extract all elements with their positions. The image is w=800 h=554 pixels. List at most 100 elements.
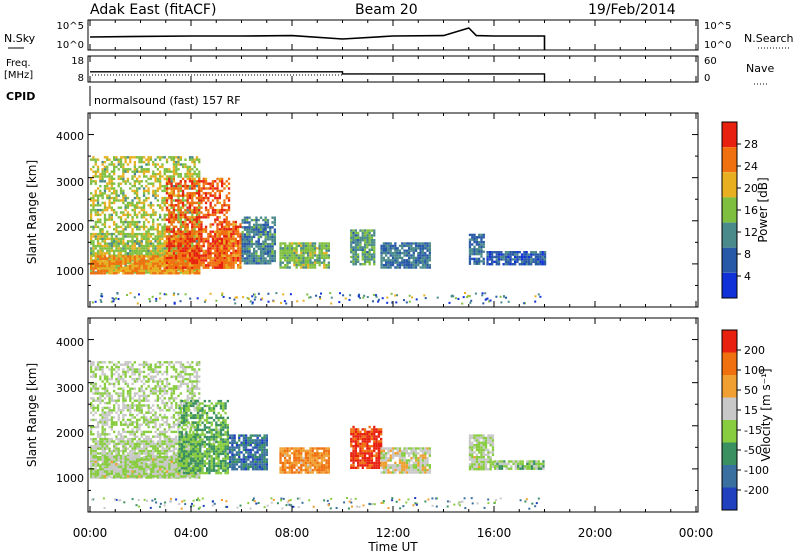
colorbar-tick-label: 16 — [744, 204, 758, 217]
heatmap-cell — [103, 201, 107, 205]
heatmap-cell — [179, 225, 182, 229]
heatmap-cell — [202, 261, 205, 265]
heatmap-cell — [161, 163, 164, 166]
heatmap-cell — [243, 238, 247, 241]
heatmap-cell — [248, 250, 251, 253]
heatmap-cell — [414, 261, 418, 264]
heatmap-cell — [90, 454, 93, 458]
heatmap-cell — [323, 244, 326, 248]
heatmap-cell — [188, 230, 192, 233]
heatmap-cell — [385, 263, 388, 267]
heatmap-cell — [325, 247, 328, 250]
heatmap-cell — [159, 184, 162, 188]
heatmap-cell — [106, 271, 109, 274]
heatmap-cell — [172, 206, 175, 209]
heatmap-cell — [539, 251, 542, 254]
heatmap-cell — [220, 259, 224, 262]
heatmap-cell — [223, 232, 226, 236]
heatmap-cell — [133, 223, 136, 226]
heatmap-cell — [181, 254, 185, 257]
heatmap-cell — [230, 261, 233, 264]
heatmap-cell — [126, 257, 130, 261]
heatmap-cell — [172, 232, 175, 236]
heatmap-cell — [161, 363, 164, 366]
heatmap-cell — [279, 266, 282, 269]
heatmap-cell — [227, 220, 231, 224]
heatmap-cell — [543, 258, 547, 261]
heatmap-cell — [140, 225, 143, 229]
heatmap-cell — [361, 255, 364, 259]
heatmap-cell — [161, 269, 164, 273]
heatmap-cell — [209, 201, 212, 205]
heatmap-cell — [354, 255, 357, 259]
heatmap-cell — [241, 235, 244, 239]
heatmap-cell — [156, 247, 159, 250]
heatmap-cell — [509, 251, 512, 254]
heatmap-cell — [352, 231, 355, 235]
heatmap-cell — [177, 264, 180, 267]
heatmap-cell — [237, 256, 240, 260]
heatmap-cell — [396, 259, 399, 262]
heatmap-cell — [133, 449, 136, 453]
heatmap-cell — [468, 245, 472, 249]
heatmap-cell — [159, 361, 162, 364]
heatmap-cell — [211, 182, 215, 185]
heatmap-cell — [195, 230, 198, 233]
heatmap-cell — [131, 433, 134, 436]
heatmap-cell — [216, 259, 219, 262]
heatmap-cell — [502, 255, 505, 259]
heatmap-cell — [227, 187, 231, 190]
heatmap-cell — [152, 409, 155, 412]
heatmap-cell — [101, 244, 104, 248]
heatmap-cell — [370, 229, 374, 232]
heatmap-cell — [218, 232, 221, 236]
heatmap-cell — [138, 175, 141, 178]
heatmap-cell — [184, 194, 187, 197]
cpid-program: normalsound (fast) 157 RF — [94, 94, 241, 107]
heatmap-cell — [216, 199, 219, 202]
heatmap-cell — [99, 418, 102, 422]
heatmap-cell — [133, 404, 136, 407]
heatmap-cell — [145, 170, 148, 173]
heatmap-cell — [101, 437, 104, 441]
heatmap-cell — [149, 389, 153, 393]
heatmap-cell — [200, 180, 203, 183]
heatmap-cell — [284, 242, 287, 245]
heatmap-cell — [156, 269, 159, 273]
heatmap-cell — [117, 373, 120, 376]
heatmap-cell — [147, 454, 150, 458]
heatmap-cell — [309, 259, 312, 262]
heatmap-cell — [140, 411, 143, 414]
heatmap-cell — [119, 411, 123, 414]
heatmap-cell — [94, 194, 97, 197]
heatmap-cell — [126, 409, 130, 412]
heatmap-cell — [259, 242, 263, 246]
heatmap-cell — [534, 258, 537, 261]
heatmap-cell — [414, 266, 418, 269]
heatmap-cell — [90, 218, 93, 221]
heatmap-cell — [179, 187, 182, 190]
heatmap-cell — [220, 228, 224, 231]
heatmap-cell — [119, 394, 123, 398]
heatmap-cell — [264, 245, 267, 248]
heatmap-cell — [119, 175, 123, 178]
heatmap-cell — [264, 216, 267, 219]
heatmap-cell — [307, 242, 310, 245]
heatmap-cell — [101, 196, 104, 200]
heatmap-cell — [106, 262, 109, 265]
heatmap-region — [216, 220, 242, 269]
heatmap-cell — [172, 163, 176, 166]
heatmap-cell — [495, 263, 498, 266]
heatmap-cell — [119, 363, 123, 366]
heatmap-cell — [227, 204, 231, 207]
heatmap-cell — [113, 182, 116, 185]
heatmap-cell — [354, 258, 357, 261]
heatmap-cell — [195, 168, 199, 171]
heatmap-cell — [491, 253, 494, 256]
heatmap-cell — [113, 211, 116, 214]
heatmap-cell — [126, 452, 130, 455]
heatmap-cell — [136, 447, 139, 450]
heatmap-cell — [129, 168, 132, 171]
heatmap-cell — [286, 266, 289, 269]
heatmap-cell — [138, 187, 141, 190]
